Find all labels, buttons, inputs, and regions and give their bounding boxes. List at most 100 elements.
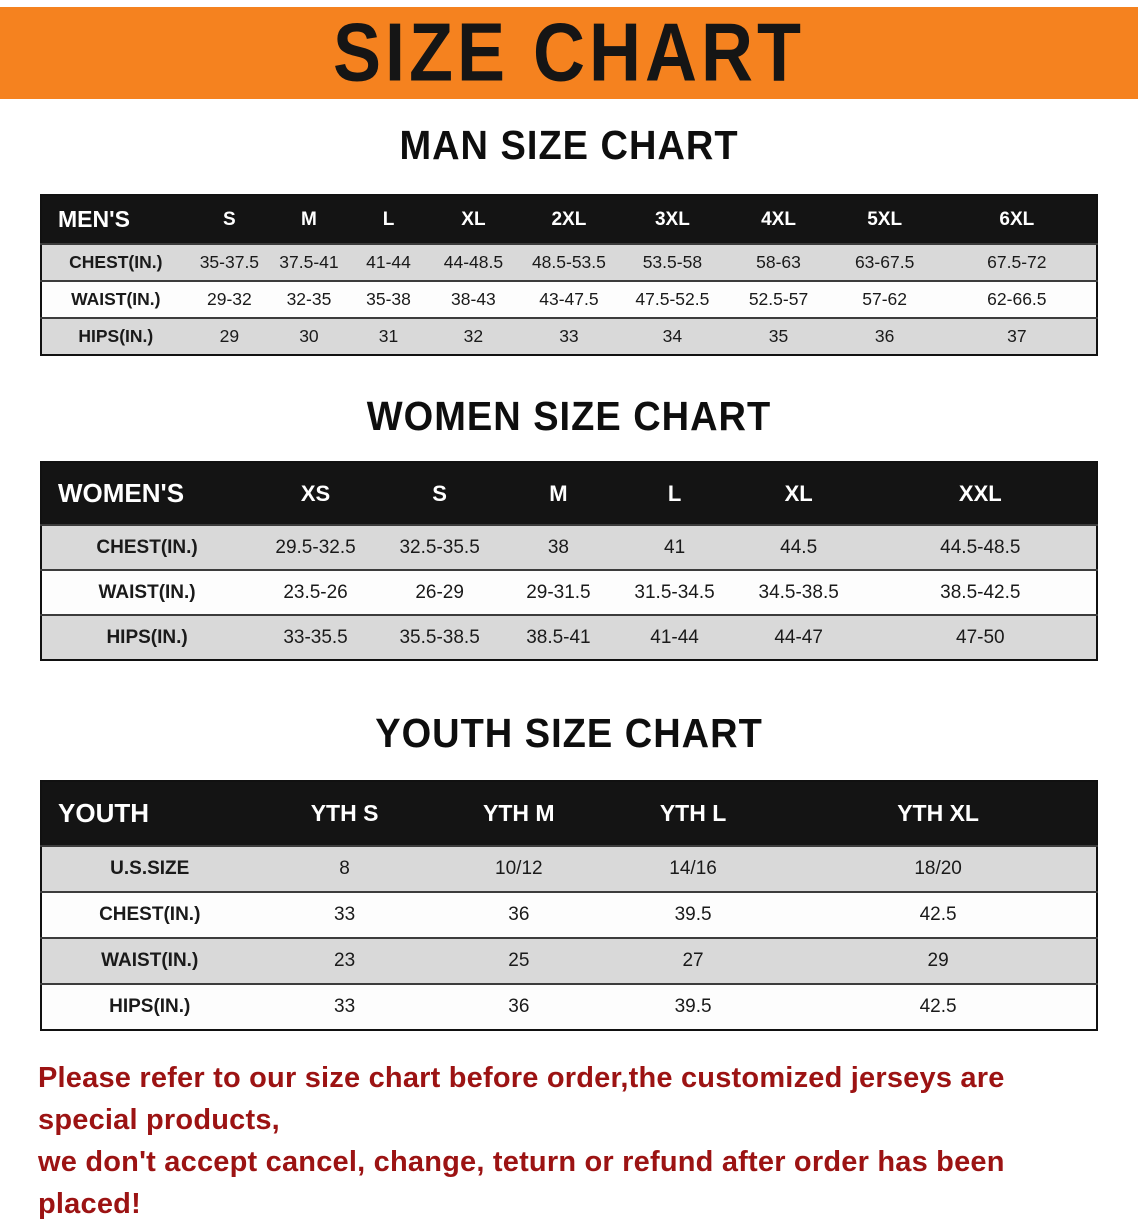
table-cell: 63-67.5 xyxy=(831,244,938,281)
table-cell: 36 xyxy=(831,318,938,355)
table-cell: 35.5-38.5 xyxy=(378,615,501,660)
footer-notice: Please refer to our size chart before or… xyxy=(38,1057,1100,1225)
table-cell: 29-32 xyxy=(189,281,270,318)
table-cell: 18/20 xyxy=(780,846,1097,892)
table-cell: 38.5-42.5 xyxy=(864,570,1097,615)
table-cell: 37 xyxy=(937,318,1097,355)
table-cell: 42.5 xyxy=(780,984,1097,1030)
column-header: S xyxy=(189,195,270,244)
table-cell: 38.5-41 xyxy=(500,615,617,660)
column-header: XL xyxy=(428,195,519,244)
table-cell: 29.5-32.5 xyxy=(252,525,379,570)
table-cell: 43-47.5 xyxy=(518,281,620,318)
column-header: 3XL xyxy=(619,195,726,244)
row-label: WAIST(IN.) xyxy=(41,281,190,318)
table-cell: 25 xyxy=(431,938,606,984)
men-size-table: MEN'S S M L XL 2XL 3XL 4XL 5XL 6XL CHEST… xyxy=(40,194,1098,356)
table-row: CHEST(IN.) 33 36 39.5 42.5 xyxy=(41,892,1097,938)
table-row: CHEST(IN.) 29.5-32.5 32.5-35.5 38 41 44.… xyxy=(41,525,1097,570)
table-cell: 41 xyxy=(616,525,733,570)
table-cell: 62-66.5 xyxy=(937,281,1097,318)
row-label: CHEST(IN.) xyxy=(41,892,258,938)
table-cell: 44.5-48.5 xyxy=(864,525,1097,570)
table-row: HIPS(IN.) 33-35.5 35.5-38.5 38.5-41 41-4… xyxy=(41,615,1097,660)
table-row: CHEST(IN.) 35-37.5 37.5-41 41-44 44-48.5… xyxy=(41,244,1097,281)
row-label: HIPS(IN.) xyxy=(41,318,190,355)
size-chart-page: SIZE CHART MAN SIZE CHART MEN'S S M L XL… xyxy=(0,7,1138,1225)
row-label: U.S.SIZE xyxy=(41,846,258,892)
table-cell: 34 xyxy=(619,318,726,355)
table-cell: 32.5-35.5 xyxy=(378,525,501,570)
spacer xyxy=(0,756,1138,780)
table-cell: 67.5-72 xyxy=(937,244,1097,281)
table-cell: 33 xyxy=(518,318,620,355)
table-cell: 23 xyxy=(257,938,432,984)
table-cell: 35-38 xyxy=(348,281,429,318)
table-cell: 53.5-58 xyxy=(619,244,726,281)
column-header: XS xyxy=(252,462,379,525)
table-cell: 41-44 xyxy=(616,615,733,660)
table-cell: 37.5-41 xyxy=(269,244,349,281)
table-cell: 29 xyxy=(189,318,270,355)
men-section-heading: MAN SIZE CHART xyxy=(399,123,739,169)
column-header: M xyxy=(269,195,349,244)
column-header: YTH S xyxy=(257,781,432,846)
table-cell: 33 xyxy=(257,984,432,1030)
table-cell: 31 xyxy=(348,318,429,355)
table-cell: 26-29 xyxy=(378,570,501,615)
table-cell: 42.5 xyxy=(780,892,1097,938)
table-cell: 32 xyxy=(428,318,519,355)
table-cell: 36 xyxy=(431,892,606,938)
table-cell: 52.5-57 xyxy=(725,281,832,318)
column-header: XL xyxy=(732,462,865,525)
youth-section-heading: YOUTH SIZE CHART xyxy=(375,711,763,757)
column-header: YTH L xyxy=(605,781,781,846)
column-header: L xyxy=(348,195,429,244)
table-cell: 32-35 xyxy=(269,281,349,318)
column-header: YTH XL xyxy=(780,781,1097,846)
column-header: YTH M xyxy=(431,781,606,846)
table-cell: 38 xyxy=(500,525,617,570)
table-cell: 44-47 xyxy=(732,615,865,660)
table-cell: 41-44 xyxy=(348,244,429,281)
row-label: WAIST(IN.) xyxy=(41,938,258,984)
footer-notice-line2: we don't accept cancel, change, teturn o… xyxy=(38,1146,1005,1221)
table-row: WAIST(IN.) 23 25 27 29 xyxy=(41,938,1097,984)
table-row: WAIST(IN.) 29-32 32-35 35-38 38-43 43-47… xyxy=(41,281,1097,318)
table-cell: 39.5 xyxy=(605,984,781,1030)
column-header: 5XL xyxy=(831,195,938,244)
table-cell: 33-35.5 xyxy=(252,615,379,660)
youth-size-table: YOUTH YTH S YTH M YTH L YTH XL U.S.SIZE … xyxy=(40,780,1098,1031)
column-header: XXL xyxy=(864,462,1097,525)
table-cell: 35 xyxy=(725,318,832,355)
youth-header-row: YOUTH YTH S YTH M YTH L YTH XL xyxy=(41,781,1097,846)
table-cell: 14/16 xyxy=(605,846,781,892)
row-label: WAIST(IN.) xyxy=(41,570,253,615)
table-cell: 58-63 xyxy=(725,244,832,281)
table-cell: 23.5-26 xyxy=(252,570,379,615)
spacer xyxy=(0,439,1138,461)
table-cell: 48.5-53.5 xyxy=(518,244,620,281)
table-cell: 27 xyxy=(605,938,781,984)
table-cell: 33 xyxy=(257,892,432,938)
table-cell: 47.5-52.5 xyxy=(619,281,726,318)
table-row: HIPS(IN.) 29 30 31 32 33 34 35 36 37 xyxy=(41,318,1097,355)
table-cell: 10/12 xyxy=(431,846,606,892)
row-label: CHEST(IN.) xyxy=(41,244,190,281)
table-row: U.S.SIZE 8 10/12 14/16 18/20 xyxy=(41,846,1097,892)
row-label: HIPS(IN.) xyxy=(41,615,253,660)
youth-table-label: YOUTH xyxy=(41,781,258,846)
women-table-label: WOMEN'S xyxy=(41,462,253,525)
table-cell: 30 xyxy=(269,318,349,355)
table-cell: 39.5 xyxy=(605,892,781,938)
women-size-table: WOMEN'S XS S M L XL XXL CHEST(IN.) 29.5-… xyxy=(40,461,1098,661)
spacer xyxy=(0,168,1138,194)
row-label: CHEST(IN.) xyxy=(41,525,253,570)
table-cell: 31.5-34.5 xyxy=(616,570,733,615)
column-header: S xyxy=(378,462,501,525)
table-cell: 47-50 xyxy=(864,615,1097,660)
table-row: WAIST(IN.) 23.5-26 26-29 29-31.5 31.5-34… xyxy=(41,570,1097,615)
table-cell: 36 xyxy=(431,984,606,1030)
banner-title: SIZE CHART xyxy=(333,7,805,100)
men-header-row: MEN'S S M L XL 2XL 3XL 4XL 5XL 6XL xyxy=(41,195,1097,244)
